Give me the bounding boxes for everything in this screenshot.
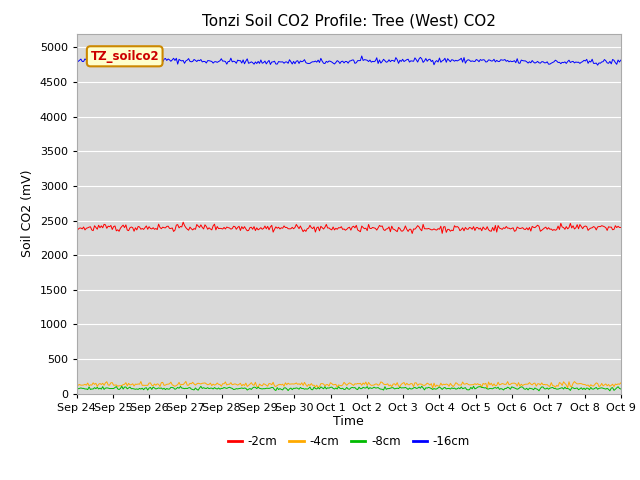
-2cm	[252, 228, 259, 233]
-4cm	[483, 385, 491, 391]
Line: -4cm: -4cm	[77, 382, 621, 388]
-4cm	[73, 381, 81, 386]
-8cm	[467, 384, 475, 390]
-16cm	[73, 58, 81, 63]
-8cm	[415, 384, 423, 390]
Line: -8cm: -8cm	[77, 386, 621, 391]
-4cm	[467, 382, 475, 388]
-16cm	[417, 54, 424, 60]
-4cm	[417, 381, 424, 387]
Line: -2cm: -2cm	[77, 222, 621, 233]
-16cm	[358, 53, 365, 59]
-8cm	[250, 384, 258, 390]
-8cm	[617, 386, 625, 392]
-16cm	[289, 61, 296, 67]
-2cm	[418, 228, 426, 234]
-4cm	[290, 381, 298, 387]
-16cm	[617, 57, 625, 63]
-16cm	[467, 59, 475, 64]
-4cm	[470, 382, 477, 387]
-4cm	[182, 379, 189, 384]
Y-axis label: Soil CO2 (mV): Soil CO2 (mV)	[21, 170, 34, 257]
-8cm	[289, 387, 296, 393]
X-axis label: Time: Time	[333, 415, 364, 429]
-8cm	[73, 385, 81, 391]
-2cm	[290, 226, 298, 232]
-4cm	[617, 380, 625, 386]
-8cm	[138, 385, 146, 391]
Text: TZ_soilco2: TZ_soilco2	[90, 50, 159, 63]
-4cm	[252, 379, 259, 385]
-8cm	[418, 384, 426, 389]
-2cm	[138, 226, 146, 231]
-8cm	[470, 384, 477, 389]
-16cm	[250, 61, 258, 67]
-8cm	[606, 388, 614, 394]
-2cm	[468, 227, 476, 232]
Title: Tonzi Soil CO2 Profile: Tree (West) CO2: Tonzi Soil CO2 Profile: Tree (West) CO2	[202, 13, 496, 28]
-2cm	[408, 230, 416, 236]
-4cm	[138, 383, 146, 388]
-16cm	[138, 57, 146, 63]
-2cm	[617, 225, 625, 230]
Legend: -2cm, -4cm, -8cm, -16cm: -2cm, -4cm, -8cm, -16cm	[223, 430, 474, 453]
-16cm	[594, 62, 602, 68]
-2cm	[179, 219, 187, 225]
Line: -16cm: -16cm	[77, 56, 621, 65]
-2cm	[73, 228, 81, 234]
-16cm	[470, 59, 477, 64]
-2cm	[471, 228, 479, 233]
